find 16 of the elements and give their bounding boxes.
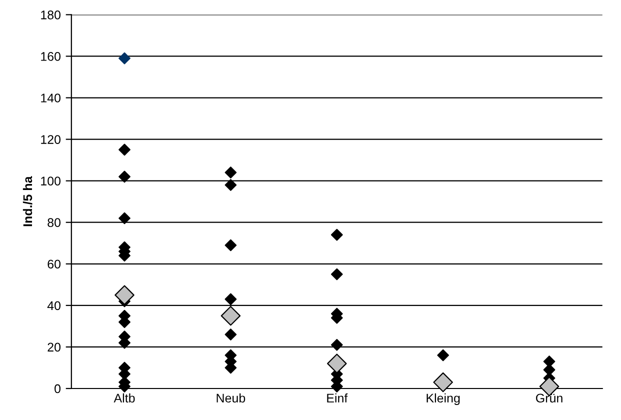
y-tick-label: 140 [41, 94, 61, 102]
x-tick-label: Kleing [426, 393, 460, 406]
y-tick-label: 0 [54, 384, 61, 394]
y-tick-label: 60 [48, 260, 61, 269]
y-tick-label: 180 [41, 10, 61, 20]
y-tick-label: 40 [47, 301, 61, 310]
x-tick-label: Einf [327, 393, 348, 402]
y-tick-label: 120 [41, 135, 61, 144]
y-tick-label: 160 [41, 52, 61, 61]
y-tick-label: 80 [48, 218, 61, 228]
x-tick-label: Neub [216, 393, 246, 403]
y-tick-label: 100 [41, 176, 61, 186]
x-tick-label: Grün [536, 394, 562, 403]
y-tick-label: 20 [48, 342, 61, 352]
y-axis-title: Ind./5 ha [22, 176, 32, 226]
x-tick-label: Altb [114, 393, 135, 403]
